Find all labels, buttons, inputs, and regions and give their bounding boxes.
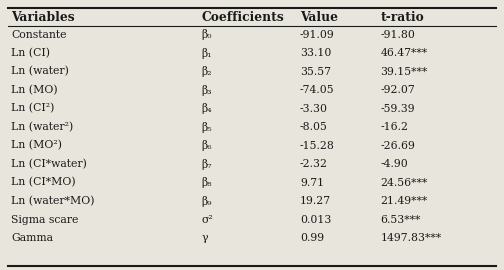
Text: Ln (water*MO): Ln (water*MO) <box>11 196 95 206</box>
Text: β₇: β₇ <box>202 158 212 170</box>
Text: β₂: β₂ <box>202 66 212 77</box>
Text: 46.47***: 46.47*** <box>381 48 428 58</box>
Text: 33.10: 33.10 <box>300 48 331 58</box>
Text: -4.90: -4.90 <box>381 159 408 169</box>
Text: -8.05: -8.05 <box>300 122 328 132</box>
Text: β₅: β₅ <box>202 122 212 133</box>
Text: β₈: β₈ <box>202 177 212 188</box>
Text: 35.57: 35.57 <box>300 66 331 77</box>
Text: 21.49***: 21.49*** <box>381 196 428 206</box>
Text: -2.32: -2.32 <box>300 159 328 169</box>
Text: -59.39: -59.39 <box>381 103 415 114</box>
Text: -3.30: -3.30 <box>300 103 328 114</box>
Text: -16.2: -16.2 <box>381 122 409 132</box>
Text: β₀: β₀ <box>202 29 212 40</box>
Text: -91.80: -91.80 <box>381 29 415 40</box>
Text: γ: γ <box>202 233 208 243</box>
Text: Ln (CI²): Ln (CI²) <box>11 103 54 114</box>
Text: Coefficients: Coefficients <box>202 11 284 24</box>
Text: Sigma scare: Sigma scare <box>11 214 79 225</box>
Text: 9.71: 9.71 <box>300 177 324 188</box>
Text: Ln (MO): Ln (MO) <box>11 85 58 95</box>
Text: Ln (CI): Ln (CI) <box>11 48 50 58</box>
Text: 6.53***: 6.53*** <box>381 214 421 225</box>
Text: β₄: β₄ <box>202 103 212 114</box>
Text: 39.15***: 39.15*** <box>381 66 428 77</box>
Text: σ²: σ² <box>202 214 213 225</box>
Text: β₉: β₉ <box>202 195 212 207</box>
Text: Ln (MO²): Ln (MO²) <box>11 140 62 151</box>
Text: 0.013: 0.013 <box>300 214 331 225</box>
Text: Constante: Constante <box>11 29 67 40</box>
Text: β₆: β₆ <box>202 140 212 151</box>
Text: 0.99: 0.99 <box>300 233 324 243</box>
Text: Gamma: Gamma <box>11 233 53 243</box>
Text: t-ratio: t-ratio <box>381 11 424 24</box>
Text: β₁: β₁ <box>202 48 212 59</box>
Text: Ln (water²): Ln (water²) <box>11 122 74 132</box>
Text: Value: Value <box>300 11 338 24</box>
Text: Ln (water): Ln (water) <box>11 66 69 77</box>
Text: Ln (CI*water): Ln (CI*water) <box>11 159 87 169</box>
Text: 19.27: 19.27 <box>300 196 331 206</box>
Text: -26.69: -26.69 <box>381 140 415 151</box>
Text: 1497.83***: 1497.83*** <box>381 233 442 243</box>
Text: 24.56***: 24.56*** <box>381 177 428 188</box>
Text: -91.09: -91.09 <box>300 29 335 40</box>
Text: -74.05: -74.05 <box>300 85 335 95</box>
Text: -92.07: -92.07 <box>381 85 415 95</box>
Text: Variables: Variables <box>11 11 75 24</box>
Text: -15.28: -15.28 <box>300 140 335 151</box>
Text: Ln (CI*MO): Ln (CI*MO) <box>11 177 76 188</box>
Text: β₃: β₃ <box>202 85 212 96</box>
